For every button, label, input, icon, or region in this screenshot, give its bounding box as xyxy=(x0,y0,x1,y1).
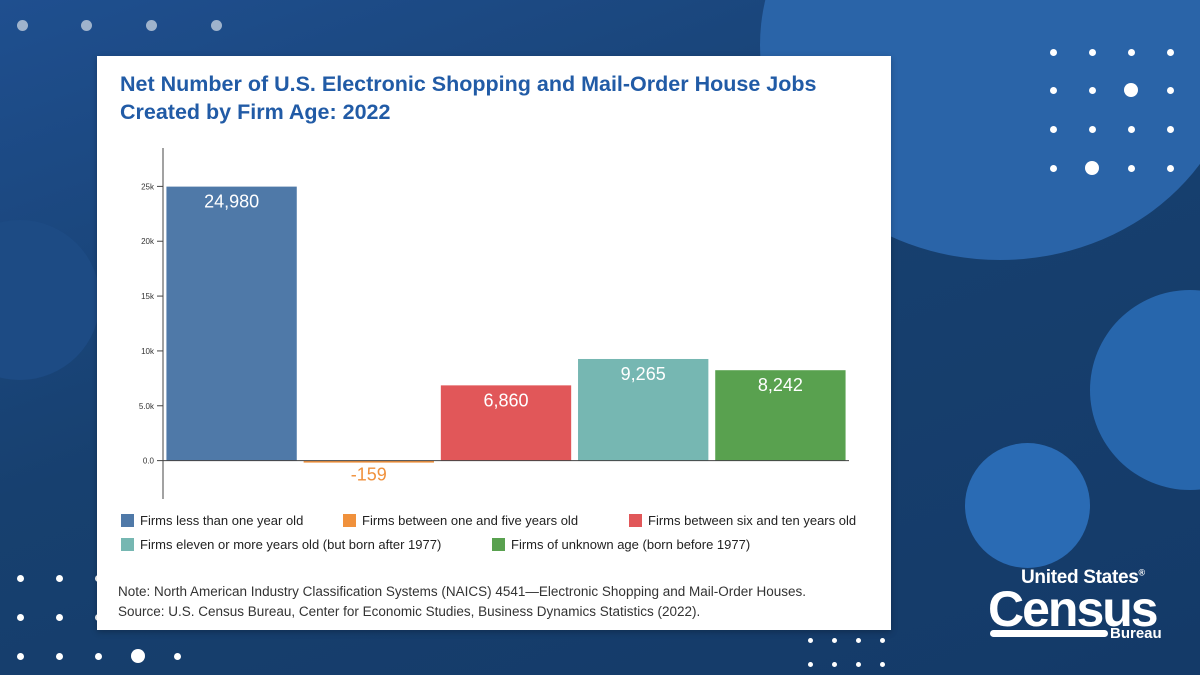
data-label: 9,265 xyxy=(621,364,666,384)
legend-label: Firms less than one year old xyxy=(140,513,304,528)
chart-card: Net Number of U.S. Electronic Shopping a… xyxy=(97,56,891,630)
y-tick-label: 20k xyxy=(141,237,155,246)
legend-swatch xyxy=(121,538,134,551)
decor-dot xyxy=(855,661,861,667)
y-tick-label: 5.0k xyxy=(139,402,155,411)
data-label: 24,980 xyxy=(204,192,259,212)
decor-dot xyxy=(1166,125,1174,133)
decor-dot xyxy=(1049,48,1057,56)
chart-note: Note: North American Industry Classifica… xyxy=(118,582,806,622)
decor-dot xyxy=(1049,125,1057,133)
bar xyxy=(166,186,297,461)
bar xyxy=(715,370,846,461)
bar xyxy=(303,460,434,463)
background-circle-small xyxy=(965,443,1090,568)
bar xyxy=(440,385,572,461)
legend-swatch xyxy=(121,514,134,527)
legend-item-4: Firms eleven or more years old (but born… xyxy=(121,537,441,552)
decor-dot xyxy=(1166,48,1174,56)
decor-dot xyxy=(1166,86,1174,94)
y-tick-label: 15k xyxy=(141,292,155,301)
bar xyxy=(578,358,709,461)
y-tick-label: 10k xyxy=(141,347,155,356)
legend-item-1: Firms less than one year old xyxy=(121,513,303,528)
decor-dot xyxy=(855,637,861,643)
decor-dot xyxy=(831,637,837,643)
decor-dot xyxy=(16,19,28,31)
decor-dot xyxy=(94,652,102,660)
legend-item-5: Firms of unknown age (born before 1977) xyxy=(492,537,750,552)
note-line: Note: North American Industry Classifica… xyxy=(118,584,807,599)
decor-dot xyxy=(1088,125,1096,133)
decor-dot xyxy=(16,574,24,582)
decor-dot xyxy=(879,637,885,643)
decor-dot xyxy=(807,637,813,643)
background-circle-right xyxy=(1090,290,1200,490)
legend-item-2: Firms between one and five years old xyxy=(343,513,578,528)
decor-dot xyxy=(55,574,63,582)
y-tick-label: 25k xyxy=(141,182,155,191)
decor-dot xyxy=(1049,86,1057,94)
decor-dot xyxy=(831,661,837,667)
decor-dot xyxy=(210,19,222,31)
logo-line-2: Census xyxy=(988,581,1159,637)
decor-dot xyxy=(879,661,885,667)
background-circle-left xyxy=(0,220,100,380)
legend-item-3: Firms between six and ten years old xyxy=(629,513,856,528)
logo-line-1: United States® xyxy=(1021,567,1145,588)
decor-dot xyxy=(55,613,63,621)
legend-swatch xyxy=(629,514,642,527)
decor-dot xyxy=(173,652,181,660)
legend-swatch xyxy=(492,538,505,551)
data-label: 6,860 xyxy=(483,390,528,410)
decor-dot xyxy=(131,649,145,663)
decor-dot xyxy=(145,19,157,31)
chart-title: Net Number of U.S. Electronic Shopping a… xyxy=(120,72,817,124)
data-label: 8,242 xyxy=(758,375,803,395)
decor-dot xyxy=(807,661,813,667)
decor-dot xyxy=(1088,86,1096,94)
decor-dot xyxy=(1124,83,1138,97)
logo-line-3: Bureau xyxy=(1110,625,1162,642)
decor-dot xyxy=(16,613,24,621)
decor-dot xyxy=(55,652,63,660)
decor-dot xyxy=(80,19,92,31)
decor-dot xyxy=(1049,164,1057,172)
bar-chart: 0.0 5.0k 10k 15k 20k 25k 24,980 -159 6,860 9,265 8… xyxy=(139,148,849,499)
legend-label: Firms between six and ten years old xyxy=(648,513,857,528)
legend-label: Firms of unknown age (born before 1977) xyxy=(511,537,751,552)
source-line: Source: U.S. Census Bureau, Center for E… xyxy=(118,604,701,619)
logo-swoosh xyxy=(990,630,1108,637)
census-logo: United States® Census Bureau xyxy=(988,567,1168,647)
legend-label: Firms eleven or more years old (but born… xyxy=(140,537,442,552)
decor-dot xyxy=(1127,164,1135,172)
legend-swatch xyxy=(343,514,356,527)
decor-dot xyxy=(16,652,24,660)
legend-label: Firms between one and five years old xyxy=(362,513,579,528)
y-tick-label: 0.0 xyxy=(143,457,155,466)
decor-dot xyxy=(1085,161,1099,175)
data-label: -159 xyxy=(351,465,387,485)
decor-dot xyxy=(1166,164,1174,172)
decor-dot xyxy=(1088,48,1096,56)
decor-dot xyxy=(1127,48,1135,56)
decor-dot xyxy=(1127,125,1135,133)
